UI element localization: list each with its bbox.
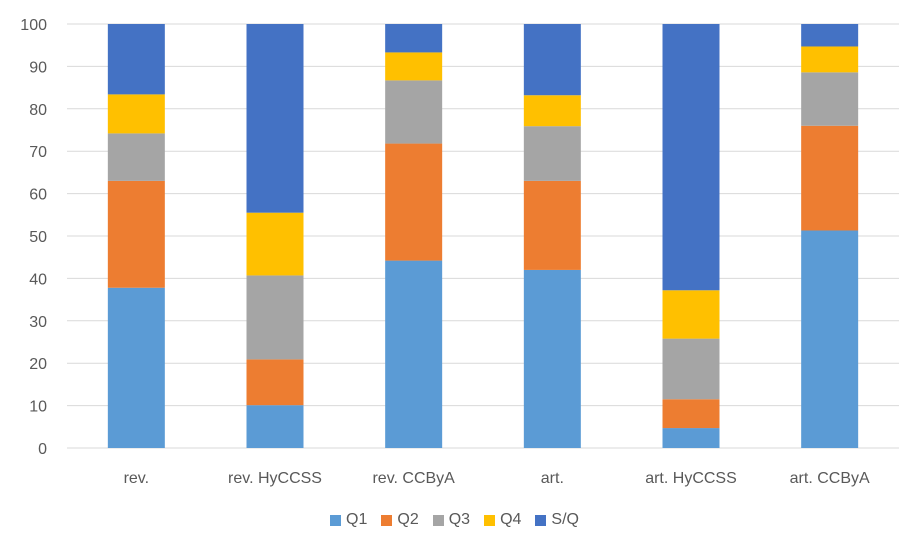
legend-label: S/Q (551, 511, 579, 528)
bar-Q2-5 (801, 125, 859, 231)
legend-item-SQ: S/Q (535, 511, 579, 529)
bar-Q3-2 (385, 80, 443, 144)
bar-SQ-3 (523, 24, 581, 96)
bar-Q3-4 (662, 338, 720, 400)
y-tick-label-0: 0 (38, 441, 47, 458)
bar-Q1-0 (107, 287, 165, 448)
x-tick-label-2: rev. CCByA (372, 470, 455, 487)
bar-SQ-2 (385, 24, 443, 53)
legend-item-Q2: Q2 (381, 511, 419, 529)
y-tick-label-70: 70 (29, 144, 47, 161)
bar-SQ-1 (246, 24, 304, 213)
chart-plot: 0 10 20 30 40 50 60 70 80 90 100 rev. rev. HyCCSS rev… (20, 17, 899, 487)
bar-Q4-3 (523, 95, 581, 127)
legend-label: Q2 (397, 511, 419, 528)
bar-Q3-3 (523, 126, 581, 181)
legend-swatch (484, 514, 496, 526)
bar-SQ-0 (107, 24, 165, 95)
legend-swatch (330, 514, 342, 526)
x-tick-label-4: art. HyCCSS (645, 470, 737, 487)
y-tick-label-40: 40 (29, 271, 47, 288)
y-tick-label-30: 30 (29, 314, 47, 331)
chart-legend: Q1 Q2 Q3 Q4 S/Q (0, 511, 909, 529)
legend-swatch (535, 514, 547, 526)
legend-item-Q3: Q3 (432, 511, 471, 529)
legend-item-Q1: Q1 (330, 511, 367, 529)
legend-swatch (432, 514, 444, 526)
bar-Q4-1 (246, 212, 304, 276)
bar-Q4-4 (662, 290, 720, 339)
legend-swatch (381, 514, 393, 526)
bar-Q1-2 (385, 260, 443, 448)
x-tick-label-0: rev. (124, 470, 149, 487)
y-tick-label-100: 100 (20, 17, 47, 34)
y-tick-label-50: 50 (29, 229, 47, 246)
x-tick-label-5: art. CCByA (790, 470, 870, 487)
bar-Q1-5 (801, 230, 859, 448)
y-tick-label-90: 90 (29, 59, 47, 76)
bar-SQ-4 (662, 24, 720, 291)
x-tick-label-1: rev. HyCCSS (228, 470, 322, 487)
legend-label: Q4 (500, 511, 522, 528)
x-tick-label-3: art. (541, 470, 564, 487)
bar-Q1-3 (523, 269, 581, 448)
legend-label: Q1 (346, 511, 368, 528)
bar-Q2-3 (523, 180, 581, 270)
y-tick-label-10: 10 (29, 399, 47, 416)
bar-Q3-1 (246, 275, 304, 360)
bar-Q4-5 (801, 46, 859, 73)
bar-Q2-4 (662, 399, 720, 429)
bar-SQ-5 (801, 24, 859, 47)
bar-Q1-1 (246, 405, 304, 448)
bar-Q4-2 (385, 52, 443, 81)
bar-Q2-0 (107, 180, 165, 288)
y-tick-label-80: 80 (29, 102, 47, 119)
legend-label: Q3 (448, 511, 471, 528)
y-tick-label-20: 20 (29, 356, 47, 373)
y-tick-label-60: 60 (29, 187, 47, 204)
bar-Q4-0 (107, 94, 165, 134)
bar-Q3-0 (107, 133, 165, 181)
bar-Q2-1 (246, 359, 304, 406)
bar-Q1-4 (662, 428, 720, 448)
legend-item-Q4: Q4 (484, 511, 521, 529)
bar-Q3-5 (801, 72, 859, 126)
bar-Q2-2 (385, 143, 443, 261)
